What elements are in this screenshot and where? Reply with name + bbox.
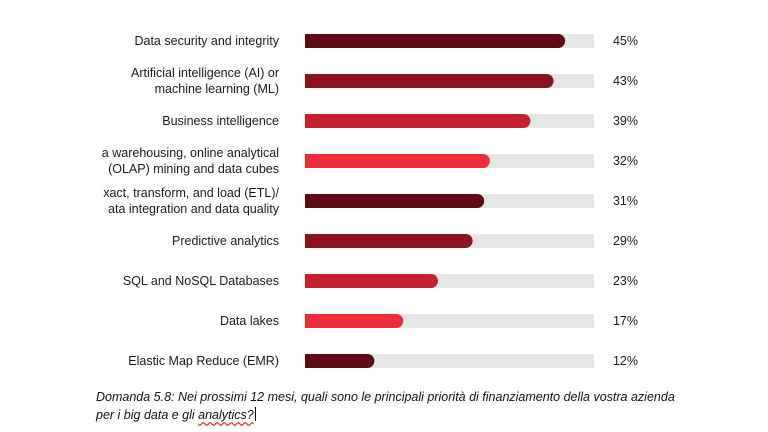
- bar-left-cap: [305, 354, 319, 368]
- category-label: Artificial intelligence (AI) or machine …: [131, 66, 279, 96]
- bar-left-cap: [305, 274, 319, 288]
- bar: [305, 274, 438, 288]
- bar-chart: [305, 34, 594, 368]
- bar-left-cap: [305, 114, 319, 128]
- bar: [305, 74, 554, 88]
- category-label: SQL and NoSQL Databases: [122, 274, 279, 288]
- text-cursor: [254, 407, 256, 421]
- category-label: a warehousing, online analytical (OLAP) …: [101, 146, 279, 176]
- bar: [305, 194, 485, 208]
- bar: [305, 234, 473, 248]
- bar: [305, 34, 566, 48]
- bar: [305, 154, 490, 168]
- bar-left-cap: [305, 74, 319, 88]
- bar: [305, 354, 375, 368]
- value-label: 12%: [612, 354, 638, 368]
- category-label: Predictive analytics: [172, 234, 279, 248]
- category-label: Data security and integrity: [134, 34, 279, 48]
- chart-caption: Domanda 5.8: Nei prossimi 12 mesi, quali…: [96, 388, 706, 424]
- bar-track: [305, 354, 594, 368]
- value-label: 32%: [612, 154, 638, 168]
- value-label: 17%: [612, 314, 638, 328]
- bar: [305, 314, 404, 328]
- value-label: 23%: [612, 274, 638, 288]
- bar-left-cap: [305, 154, 319, 168]
- caption-line-2-prefix: per i big data e gli: [96, 408, 199, 422]
- bar-left-cap: [305, 234, 319, 248]
- value-label: 39%: [612, 114, 638, 128]
- bar-left-cap: [305, 34, 319, 48]
- bar-left-cap: [305, 194, 319, 208]
- value-label: 29%: [612, 234, 638, 248]
- caption-underlined-word: analytics?: [198, 408, 254, 422]
- category-label: Data lakes: [219, 314, 279, 328]
- category-label: Business intelligence: [162, 114, 279, 128]
- value-label: 45%: [612, 34, 638, 48]
- caption-line-2: per i big data e gli analytics?: [96, 406, 706, 424]
- value-label: 31%: [612, 194, 638, 208]
- bar: [305, 114, 531, 128]
- bar-left-cap: [305, 314, 319, 328]
- category-label: Elastic Map Reduce (EMR): [128, 354, 279, 368]
- value-label: 43%: [612, 74, 638, 88]
- category-label: xact, transform, and load (ETL)/ ata int…: [103, 186, 279, 216]
- caption-line-1: Domanda 5.8: Nei prossimi 12 mesi, quali…: [96, 390, 675, 404]
